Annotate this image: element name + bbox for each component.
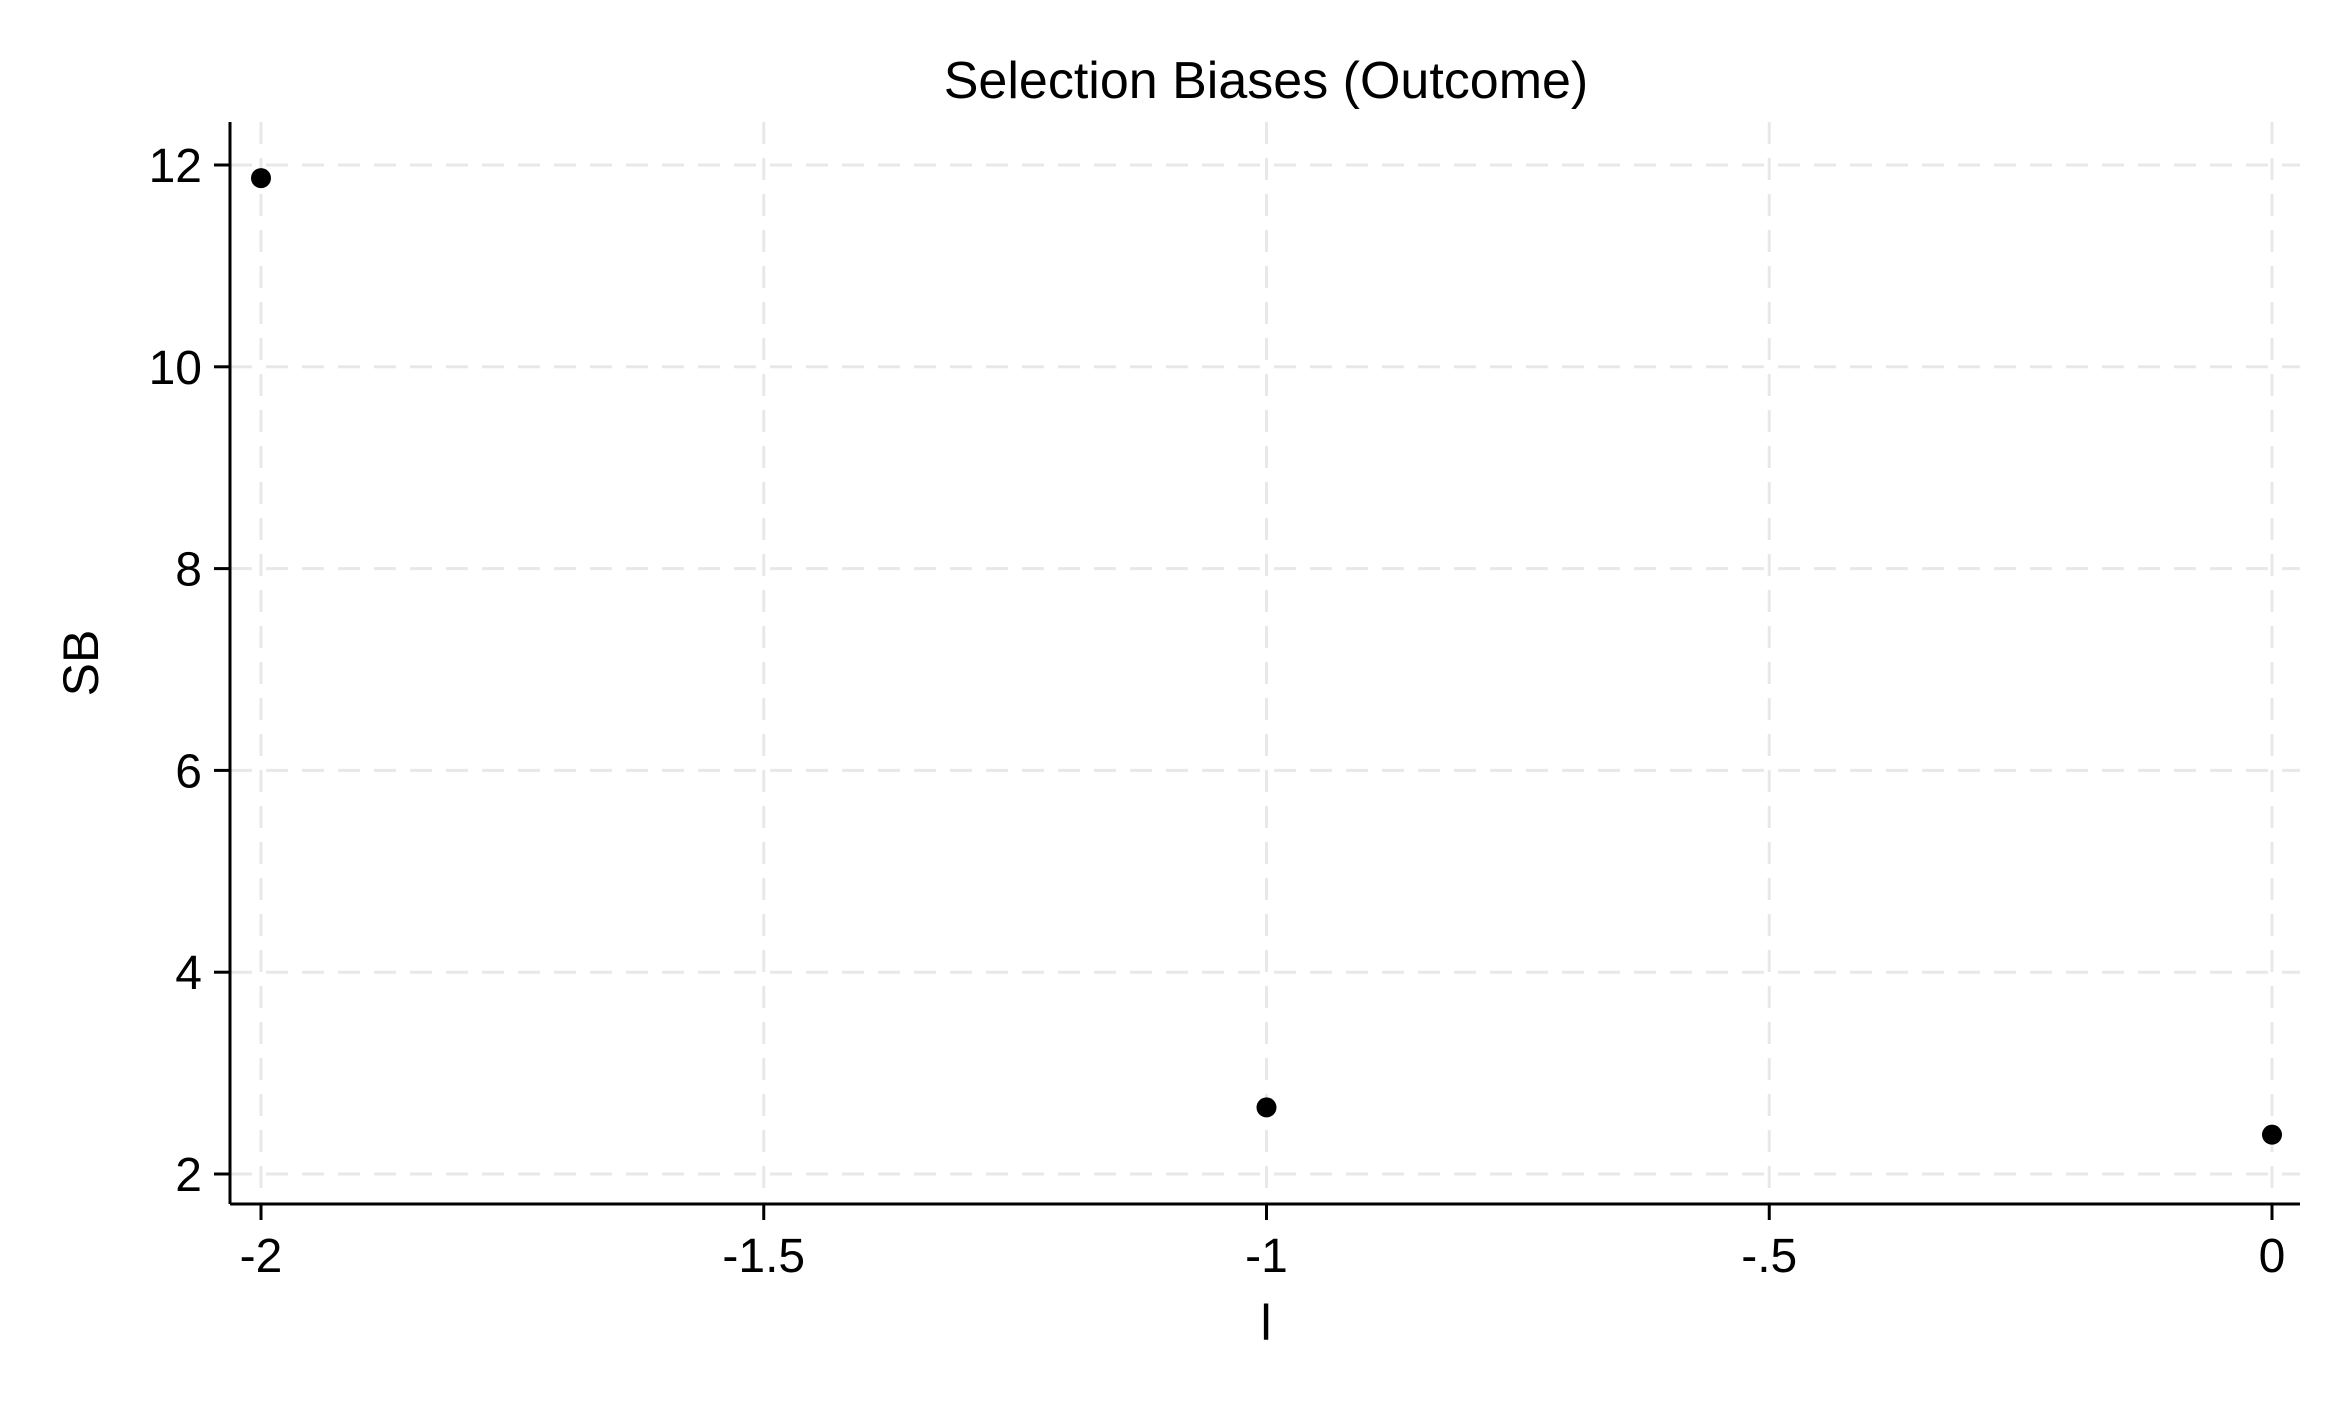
x-axis-title: l [1260, 1295, 1271, 1351]
y-tick-label: 2 [175, 1149, 202, 1202]
x-tick-label: -2 [240, 1230, 283, 1283]
y-tick-label: 4 [175, 947, 202, 1000]
grid [230, 122, 2300, 1204]
y-tick-label: 6 [175, 745, 202, 798]
data-point [2262, 1124, 2282, 1145]
data-point [1256, 1097, 1277, 1118]
x-tick-label: -1 [1245, 1230, 1288, 1283]
y-tick-label: 8 [175, 544, 202, 597]
tick-marks [214, 163, 2274, 1220]
y-tick-label: 10 [149, 342, 202, 395]
x-tick-label: -1.5 [722, 1230, 805, 1283]
tick-labels: 2 4 6 8 10 12 -2 -1.5 -1 -.5 0 [149, 140, 2286, 1283]
data-point [251, 168, 271, 189]
x-tick-label: -.5 [1741, 1230, 1797, 1283]
chart-title: Selection Biases (Outcome) [944, 52, 1589, 110]
y-axis-title: SB [53, 630, 109, 697]
data-points [251, 168, 2282, 1145]
x-tick-label: 0 [2259, 1230, 2286, 1283]
y-tick-label: 12 [149, 140, 202, 193]
